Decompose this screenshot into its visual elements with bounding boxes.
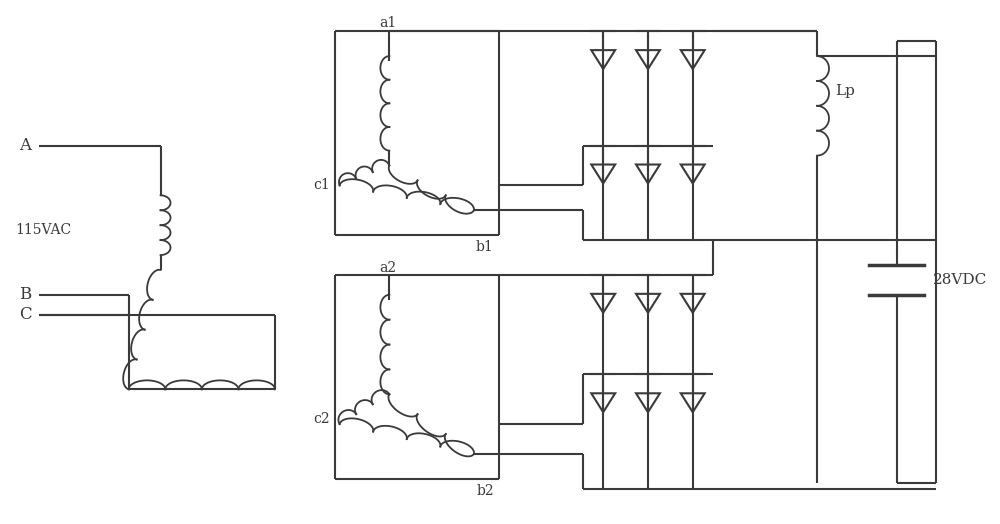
Text: b2: b2: [476, 484, 494, 498]
Text: Lp: Lp: [835, 84, 855, 98]
Text: C: C: [19, 306, 32, 323]
Text: b1: b1: [476, 240, 494, 254]
Text: 115VAC: 115VAC: [15, 223, 71, 237]
Text: a1: a1: [379, 16, 397, 30]
Text: c2: c2: [313, 412, 330, 426]
Text: a2: a2: [379, 261, 397, 275]
Text: c1: c1: [313, 178, 330, 192]
Text: A: A: [19, 137, 31, 154]
Text: 28VDC: 28VDC: [932, 273, 987, 287]
Text: B: B: [19, 286, 32, 303]
